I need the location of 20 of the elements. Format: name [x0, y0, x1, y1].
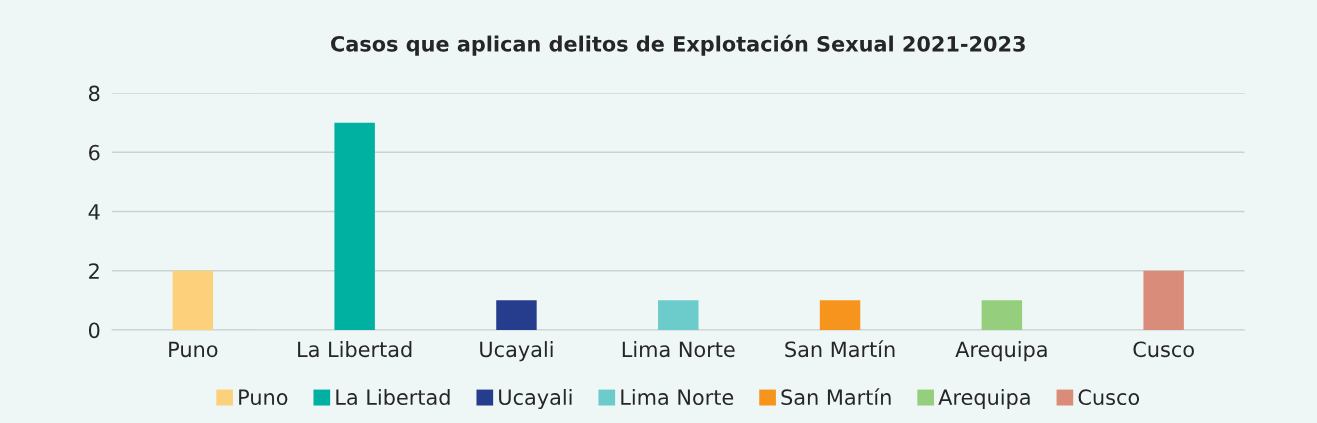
x-tick-label: Ucayali: [480, 341, 553, 362]
legend-label: La Libertad: [336, 388, 450, 406]
x-tick-label: Lima Norte: [622, 341, 735, 358]
x-tick-label: La Libertad: [298, 341, 412, 358]
x-tick-label: San Martín: [785, 340, 895, 358]
legend-label: Cusco: [1078, 389, 1140, 406]
y-tick-label: 0: [88, 322, 100, 339]
chart-title: Casos que aplican delitos de Explotación Sexual 2021-2023: [331, 34, 1025, 56]
x-tick-label: Arequipa: [955, 341, 1047, 362]
x-tick-label: Puno: [169, 341, 218, 358]
y-tick-label: 4: [88, 204, 100, 220]
y-tick-label: 6: [89, 144, 100, 161]
legend-label: San Martín: [781, 388, 891, 406]
y-tick-label: 2: [89, 263, 99, 279]
legend-label: Lima Norte: [621, 388, 734, 406]
legend-label: Puno: [239, 389, 288, 406]
y-tick-label: 8: [88, 85, 100, 102]
legend-label: Ucayali: [499, 388, 572, 410]
x-tick-label: Cusco: [1133, 341, 1194, 358]
legend-label: Arequipa: [938, 388, 1030, 410]
